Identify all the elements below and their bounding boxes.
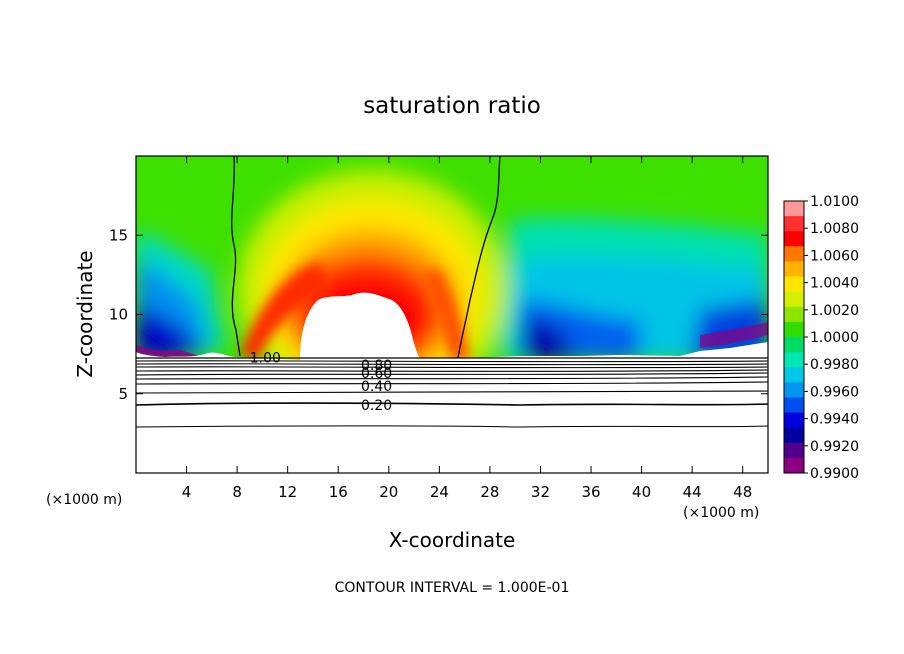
y-tick-label: 10 xyxy=(109,306,128,324)
colorbar-swatch xyxy=(784,367,804,383)
x-axis: 4 8 12 16 20 24 28 32 36 40 44 48 xyxy=(182,156,752,501)
colorbar-swatch xyxy=(784,352,804,368)
colorbar-swatch xyxy=(784,337,804,353)
colorbar-swatch xyxy=(784,427,804,444)
contour-lines xyxy=(136,156,768,428)
saturation-field xyxy=(136,156,768,360)
x-tick-label: 4 xyxy=(182,483,192,501)
x-unit-right: (×1000 m) xyxy=(683,505,759,521)
colorbar-swatch xyxy=(784,291,804,308)
colorbar-label: 0.9900 xyxy=(810,466,859,482)
colorbar-label: 1.0060 xyxy=(810,248,859,264)
chart-title: saturation ratio xyxy=(363,93,541,119)
contour-label: 0.40 xyxy=(361,379,392,395)
x-tick-label: 12 xyxy=(278,483,297,501)
contour-label: 0.60 xyxy=(361,366,392,382)
colorbar: 1.0100 1.0080 1.0060 1.0040 1.0020 1.0000 0.99… xyxy=(783,194,859,482)
x-tick-label: 16 xyxy=(329,483,348,501)
x-tick-label: 20 xyxy=(379,483,398,501)
x-tick-label: 44 xyxy=(683,483,702,501)
colorbar-label: 1.0040 xyxy=(810,276,859,292)
colorbar-swatch xyxy=(784,201,804,217)
x-axis-label: X-coordinate xyxy=(389,528,516,552)
colorbar-label: 0.9960 xyxy=(810,384,859,400)
y-axis-label: Z-coordinate xyxy=(73,250,97,377)
colorbar-label: 1.0020 xyxy=(810,303,859,319)
colorbar-label: 1.0080 xyxy=(810,221,859,237)
x-unit-left: (×1000 m) xyxy=(46,492,122,508)
colorbar-label: 0.9920 xyxy=(810,439,859,455)
x-tick-label: 48 xyxy=(733,483,752,501)
unsaturated-core xyxy=(300,292,420,360)
contour-interval-note: CONTOUR INTERVAL = 1.000E-01 xyxy=(335,580,570,596)
colorbar-label: 1.0100 xyxy=(810,194,859,210)
colorbar-swatch xyxy=(784,412,804,429)
y-axis: 5 10 15 xyxy=(109,226,768,403)
colorbar-swatch xyxy=(784,306,804,323)
contour-label: 0.80 xyxy=(361,358,392,374)
x-tick-label: 8 xyxy=(232,483,242,501)
x-tick-label: 36 xyxy=(581,483,600,501)
colorbar-swatch xyxy=(784,457,804,474)
colorbar-swatch xyxy=(784,246,804,262)
y-tick-label: 15 xyxy=(109,226,128,244)
colorbar-swatch xyxy=(784,382,804,398)
colorbar-swatch xyxy=(784,276,804,293)
colorbar-swatch xyxy=(784,397,804,414)
contour-labels: 1.00 0.800.600.40 0.20 xyxy=(250,350,392,414)
colorbar-label: 0.9940 xyxy=(810,412,859,428)
colorbar-swatch xyxy=(784,231,804,247)
colorbar-swatch xyxy=(784,261,804,278)
y-tick-label: 5 xyxy=(118,385,128,403)
x-tick-label: 28 xyxy=(480,483,499,501)
contour-label: 1.00 xyxy=(250,350,281,366)
x-tick-label: 40 xyxy=(632,483,651,501)
contour-label: 0.20 xyxy=(361,398,392,414)
colorbar-swatch xyxy=(784,216,804,232)
colorbar-swatch xyxy=(784,442,804,459)
x-tick-label: 24 xyxy=(430,483,449,501)
colorbar-label: 0.9980 xyxy=(810,357,859,373)
colorbar-label: 1.0000 xyxy=(810,330,859,346)
colorbar-swatch xyxy=(784,321,804,338)
x-tick-label: 32 xyxy=(531,483,550,501)
